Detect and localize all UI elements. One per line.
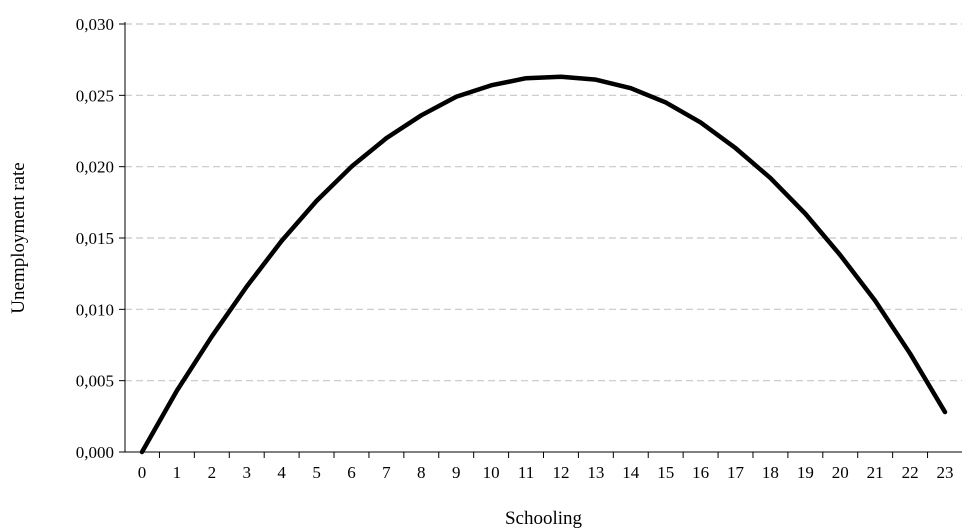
x-tick-label-23: 23 (937, 463, 954, 482)
x-tick-label-8: 8 (417, 463, 426, 482)
y-tick-label-3: 0,015 (76, 229, 114, 248)
y-tick-label-5: 0,025 (76, 86, 114, 105)
x-tick-label-5: 5 (312, 463, 321, 482)
x-tick-label-2: 2 (208, 463, 217, 482)
x-tick-label-13: 13 (587, 463, 604, 482)
grid-lines (125, 23, 962, 382)
series-layer (139, 74, 948, 455)
x-tick-label-17: 17 (727, 463, 745, 482)
axes (124, 22, 962, 453)
x-axis-ticks: 0 1 2 3 4 5 6 7 8 9 10 11 12 13 14 15 16 17 18 19 20 21 22 23 (138, 452, 954, 482)
x-tick-label-4: 4 (277, 463, 286, 482)
x-tick-label-11: 11 (518, 463, 534, 482)
series-line-0 (139, 74, 948, 455)
x-tick-label-20: 20 (832, 463, 849, 482)
y-tick-label-1: 0,005 (76, 372, 114, 391)
x-tick-label-12: 12 (552, 463, 569, 482)
x-tick-label-7: 7 (382, 463, 391, 482)
x-tick-label-1: 1 (173, 463, 182, 482)
x-tick-label-10: 10 (483, 463, 500, 482)
x-axis-title: Schooling (505, 508, 583, 528)
x-tick-label-15: 15 (657, 463, 674, 482)
y-axis-title: Unemployment rate (8, 162, 29, 313)
y-tick-label-6: 0,030 (76, 15, 114, 34)
x-tick-label-19: 19 (797, 463, 814, 482)
x-tick-label-3: 3 (242, 463, 251, 482)
x-tick-label-18: 18 (762, 463, 779, 482)
y-tick-label-4: 0,020 (76, 158, 114, 177)
x-tick-label-22: 22 (902, 463, 919, 482)
y-tick-label-2: 0,010 (76, 300, 114, 319)
x-tick-label-16: 16 (692, 463, 709, 482)
y-axis-ticks: 0,000 0,005 0,010 0,015 0,020 0,025 0,030 (76, 15, 125, 462)
x-tick-label-21: 21 (867, 463, 884, 482)
x-tick-label-6: 6 (347, 463, 356, 482)
x-tick-label-0: 0 (138, 463, 147, 482)
x-tick-label-9: 9 (452, 463, 461, 482)
x-tick-label-14: 14 (622, 463, 640, 482)
y-tick-label-0: 0,000 (76, 443, 114, 462)
